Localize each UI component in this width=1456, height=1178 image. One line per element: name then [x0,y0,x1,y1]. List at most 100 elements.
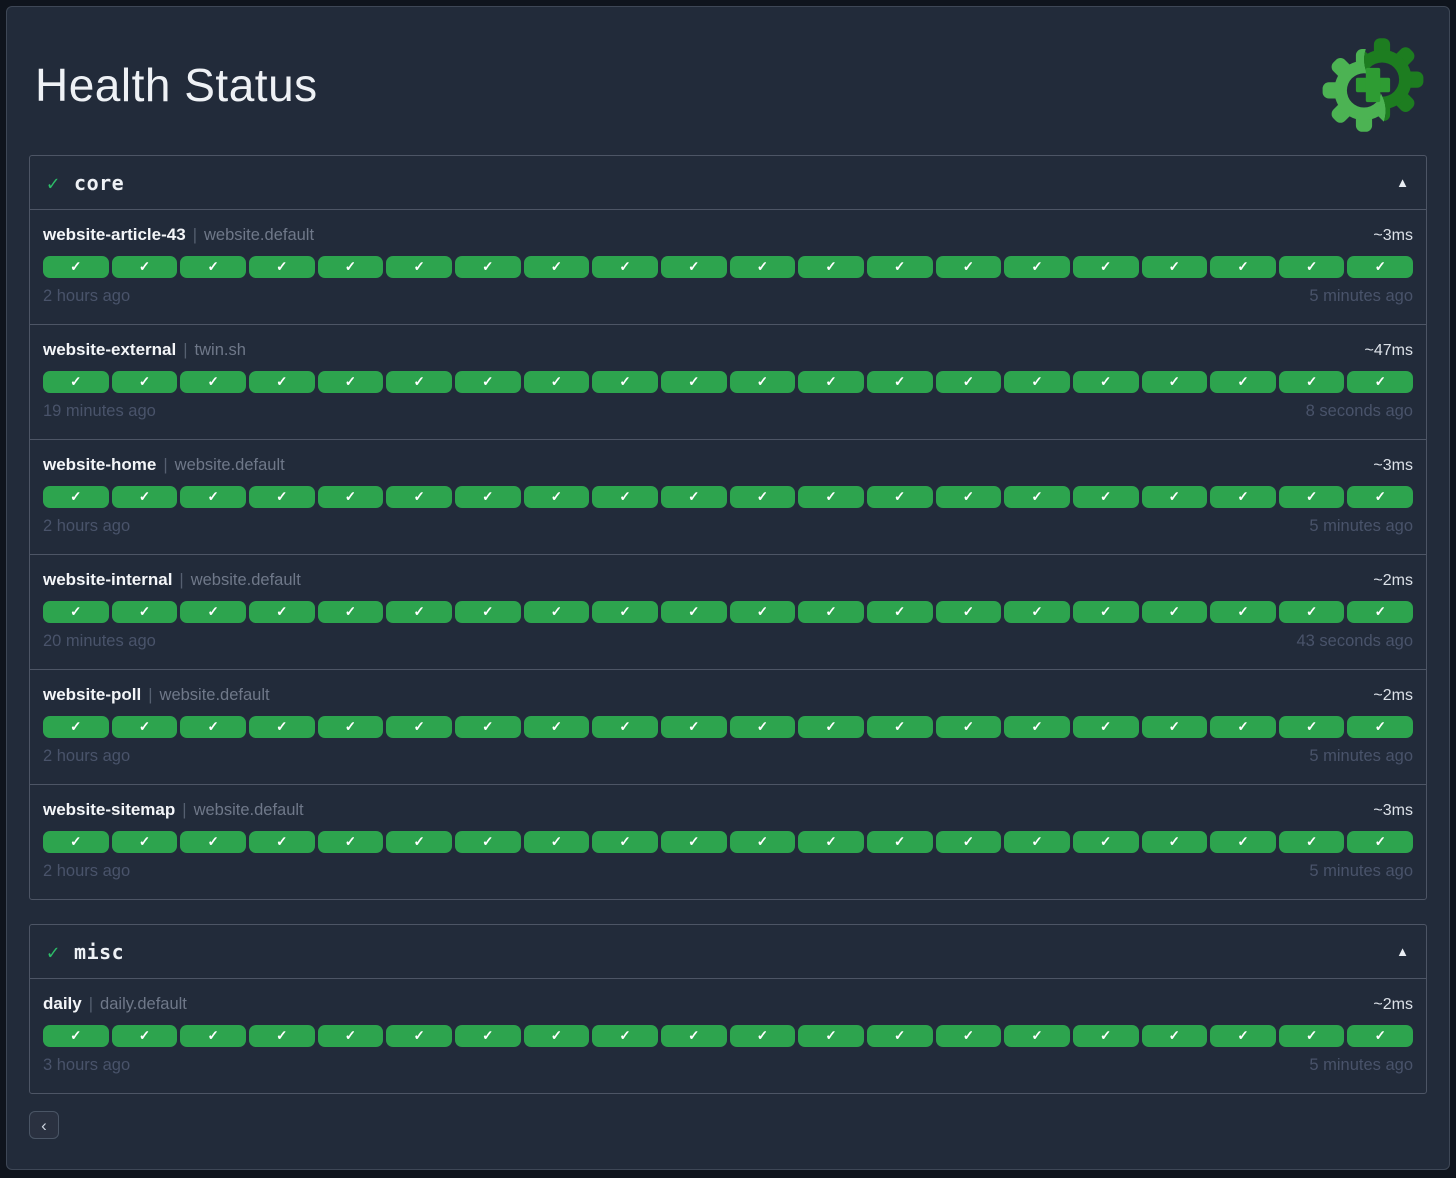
endpoint-separator: | [88,995,94,1013]
health-check-badge: ✓ [1210,371,1276,393]
health-check-badge: ✓ [111,716,178,738]
chevron-left-icon: ‹ [41,1115,47,1135]
health-check-badge: ✓ [729,256,796,278]
health-check-badge: ✓ [1278,601,1345,623]
health-check-badge: ✓ [111,601,178,623]
health-check-badge: ✓ [43,601,109,623]
endpoint-row: website-home | website.default ~3ms ✓ ✓ ✓ ✓… [30,439,1426,554]
health-check-badge: ✓ [1347,486,1414,508]
oldest-timestamp: 3 hours ago [43,1056,131,1074]
oldest-timestamp: 2 hours ago [43,287,131,305]
endpoint-name[interactable]: website-internal [43,570,173,589]
health-check-badge: ✓ [1278,1025,1345,1047]
health-check-badge: ✓ [1210,486,1276,508]
health-check-badge: ✓ [798,831,864,853]
health-check-badge: ✓ [592,831,658,853]
endpoint-title-line: website-external | twin.sh ~47ms [43,340,1413,360]
endpoint-row: daily | daily.default ~2ms ✓ ✓ ✓ ✓ ✓ ✓ ✓ ✓ ✓ ✓ ✓ ✓ ✓… [30,978,1426,1093]
health-check-badge: ✓ [1347,256,1414,278]
endpoint-name[interactable]: website-home [43,455,157,474]
pagination-previous-button[interactable]: ‹ [29,1111,59,1139]
health-check-badge: ✓ [1210,716,1276,738]
endpoint-name[interactable]: website-article-43 [43,225,186,244]
health-check-badge: ✓ [660,601,727,623]
health-check-badge: ✓ [1210,831,1276,853]
oldest-timestamp: 2 hours ago [43,517,131,535]
endpoint-row: website-external | twin.sh ~47ms ✓ ✓ ✓ ✓ ✓ ✓ ✓… [30,324,1426,439]
health-check-badge: ✓ [111,371,178,393]
endpoint-response-time: ~3ms [1373,457,1413,474]
health-check-badge: ✓ [1072,601,1139,623]
endpoint-hostname: website.default [159,686,270,704]
endpoint-separator: | [179,571,184,589]
health-check-badge: ✓ [1004,486,1070,508]
health-check-badge: ✓ [1347,1025,1414,1047]
health-check-badge: ✓ [592,486,658,508]
health-check-badge: ✓ [317,371,384,393]
health-check-badge: ✓ [729,601,796,623]
health-check-badge: ✓ [43,1025,109,1047]
endpoint-name[interactable]: website-poll [43,685,142,704]
health-check-badge: ✓ [866,256,933,278]
health-check-badge: ✓ [729,716,796,738]
health-check-badge: ✓ [660,831,727,853]
health-check-badge: ✓ [729,371,796,393]
health-check-badge: ✓ [43,256,109,278]
endpoint-row: website-internal | website.default ~2ms … [30,554,1426,669]
endpoint-title-line: website-home | website.default ~3ms [43,455,1413,475]
health-check-badge: ✓ [523,716,590,738]
health-check-badge: ✓ [798,716,864,738]
health-check-badge: ✓ [248,486,315,508]
collapse-arrow-icon[interactable]: ▲ [1396,175,1409,190]
health-check-badge: ✓ [798,371,864,393]
health-check-badge: ✓ [866,1025,933,1047]
endpoint-name[interactable]: website-external [43,340,177,359]
health-check-badge: ✓ [729,1025,796,1047]
endpoint-name[interactable]: daily [43,994,82,1013]
group-header[interactable]: ✓ misc ▲ [30,925,1426,978]
oldest-timestamp: 20 minutes ago [43,632,156,650]
endpoint-hostname: website.default [203,226,315,244]
group-card-core: ✓ core ▲ website-article-43 | website.de… [29,155,1427,900]
health-check-badge: ✓ [248,601,315,623]
uptime-timeline: ✓ ✓ ✓ ✓ ✓ ✓ ✓ ✓ ✓ ✓ ✓ ✓ ✓ ✓ ✓ ✓ ✓ ✓ ✓ ✓ [43,371,1414,393]
health-check-badge: ✓ [592,371,658,393]
newest-timestamp: 5 minutes ago [1309,1056,1413,1074]
health-check-badge: ✓ [386,371,452,393]
health-check-badge: ✓ [386,601,452,623]
timestamp-range: 2 hours ago 5 minutes ago [43,862,1413,881]
timestamp-range: 2 hours ago 5 minutes ago [43,747,1413,766]
health-check-badge: ✓ [454,371,521,393]
endpoint-name[interactable]: website-sitemap [43,800,176,819]
health-check-badge: ✓ [1004,716,1070,738]
endpoint-title-line: website-article-43 | website.default ~3m… [43,225,1413,245]
health-check-badge: ✓ [1072,1025,1139,1047]
uptime-timeline: ✓ ✓ ✓ ✓ ✓ ✓ ✓ ✓ ✓ ✓ ✓ ✓ ✓ ✓ ✓ ✓ ✓ ✓ ✓ ✓ [43,831,1414,853]
health-check-badge: ✓ [1004,371,1070,393]
health-check-badge: ✓ [729,486,796,508]
timestamp-range: 19 minutes ago 8 seconds ago [43,402,1413,421]
endpoint-title-line: daily | daily.default ~2ms [43,994,1413,1014]
endpoint-hostname: website.default [190,571,301,589]
endpoint-separator: | [148,686,153,704]
health-check-badge: ✓ [43,831,109,853]
health-check-badge: ✓ [592,601,658,623]
collapse-arrow-icon[interactable]: ▲ [1396,944,1409,959]
timestamp-range: 2 hours ago 5 minutes ago [43,287,1413,306]
group-card-misc: ✓ misc ▲ daily | daily.default ~2ms ✓ ✓ ✓ ✓… [29,924,1427,1094]
health-check-badge: ✓ [43,486,109,508]
health-check-badge: ✓ [1347,831,1414,853]
health-check-badge: ✓ [1141,716,1208,738]
endpoint-hostname: website.default [174,456,285,474]
health-check-badge: ✓ [1072,831,1139,853]
health-check-badge: ✓ [523,1025,590,1047]
health-check-badge: ✓ [1347,601,1414,623]
group-header[interactable]: ✓ core ▲ [30,156,1426,209]
page-container: Health Status [6,6,1450,1170]
health-check-badge: ✓ [592,1025,658,1047]
health-check-badge: ✓ [454,1025,521,1047]
health-check-badge: ✓ [180,716,246,738]
health-check-badge: ✓ [386,1025,452,1047]
uptime-timeline: ✓ ✓ ✓ ✓ ✓ ✓ ✓ ✓ ✓ ✓ ✓ ✓ ✓ ✓ ✓ ✓ ✓ ✓ ✓ ✓ [43,601,1414,623]
health-check-badge: ✓ [935,601,1002,623]
